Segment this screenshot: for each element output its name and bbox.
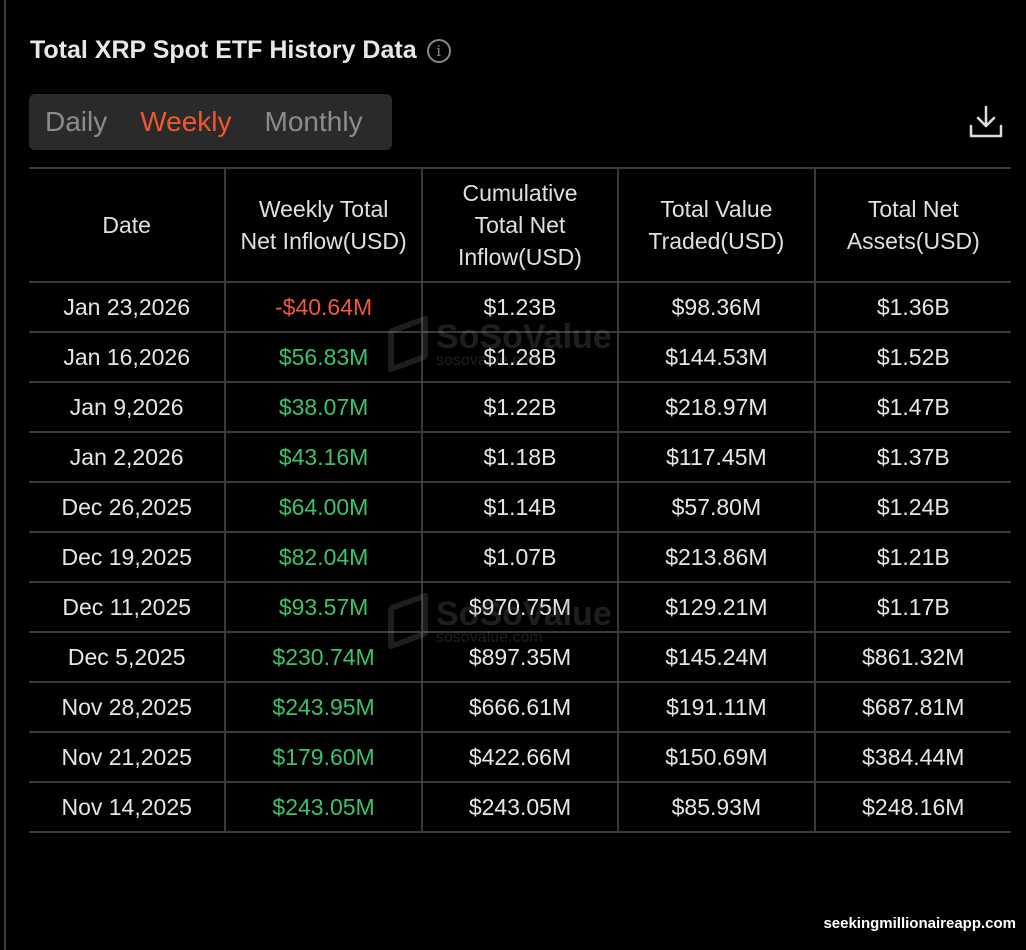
cell-value-traded: $150.69M xyxy=(617,731,816,783)
table-row: Jan 9,2026 $38.07M $1.22B $218.97M $1.47B xyxy=(29,381,1011,433)
cell-weekly-inflow: $56.83M xyxy=(224,331,423,383)
cell-date: Nov 14,2025 xyxy=(29,781,227,833)
cell-cumulative-inflow: $243.05M xyxy=(420,781,620,833)
left-divider xyxy=(4,0,6,950)
footer-credit: seekingmillionaireapp.com xyxy=(819,913,1020,934)
cell-date: Jan 16,2026 xyxy=(29,331,227,383)
cell-value-traded: $218.97M xyxy=(617,381,816,433)
cell-cumulative-inflow: $1.07B xyxy=(420,531,620,583)
cell-cumulative-inflow: $897.35M xyxy=(420,631,620,683)
cell-cumulative-inflow: $970.75M xyxy=(420,581,620,633)
cell-date: Jan 2,2026 xyxy=(29,431,227,483)
table-row: Jan 23,2026 -$40.64M $1.23B $98.36M $1.36B xyxy=(29,281,1011,333)
table-row: Dec 11,2025 $93.57M $970.75M $129.21M $1.17B xyxy=(29,581,1011,633)
table-header-row: Date Weekly Total Net Inflow(USD) Cumula… xyxy=(29,167,1011,283)
cell-weekly-inflow: $43.16M xyxy=(224,431,423,483)
cell-weekly-inflow: $93.57M xyxy=(224,581,423,633)
table-row: Nov 14,2025 $243.05M $243.05M $85.93M $248.1… xyxy=(29,781,1011,833)
cell-weekly-inflow: $179.60M xyxy=(224,731,423,783)
cell-date: Dec 19,2025 xyxy=(29,531,227,583)
cell-value-traded: $57.80M xyxy=(617,481,816,533)
cell-cumulative-inflow: $1.23B xyxy=(420,281,620,333)
header-cumulative-inflow: Cumulative Total Net Inflow(USD) xyxy=(420,167,620,283)
cell-weekly-inflow: $38.07M xyxy=(224,381,423,433)
cell-net-assets: $248.16M xyxy=(813,781,1011,833)
cell-value-traded: $117.45M xyxy=(617,431,816,483)
cell-net-assets: $1.47B xyxy=(813,381,1011,433)
cell-value-traded: $129.21M xyxy=(617,581,816,633)
header-net-assets: Total Net Assets(USD) xyxy=(813,167,1011,283)
header-weekly-inflow: Weekly Total Net Inflow(USD) xyxy=(224,167,423,283)
cell-weekly-inflow: -$40.64M xyxy=(224,281,423,333)
cell-weekly-inflow: $243.05M xyxy=(224,781,423,833)
cell-net-assets: $861.32M xyxy=(813,631,1011,683)
cell-net-assets: $687.81M xyxy=(813,681,1011,733)
cell-value-traded: $145.24M xyxy=(617,631,816,683)
cell-value-traded: $98.36M xyxy=(617,281,816,333)
tab-weekly[interactable]: Weekly xyxy=(140,106,232,137)
cell-net-assets: $384.44M xyxy=(813,731,1011,783)
tab-monthly[interactable]: Monthly xyxy=(264,106,363,137)
cell-date: Nov 28,2025 xyxy=(29,681,227,733)
page-title: Total XRP Spot ETF History Data i xyxy=(30,36,451,65)
table-row: Jan 16,2026 $56.83M $1.28B $144.53M $1.52B xyxy=(29,331,1011,383)
cell-weekly-inflow: $230.74M xyxy=(224,631,423,683)
cell-value-traded: $191.11M xyxy=(617,681,816,733)
cell-cumulative-inflow: $1.28B xyxy=(420,331,620,383)
table-row: Dec 19,2025 $82.04M $1.07B $213.86M $1.21B xyxy=(29,531,1011,583)
tab-daily[interactable]: Daily xyxy=(45,106,108,137)
cell-date: Dec 5,2025 xyxy=(29,631,227,683)
cell-cumulative-inflow: $422.66M xyxy=(420,731,620,783)
cell-weekly-inflow: $64.00M xyxy=(224,481,423,533)
title-text: Total XRP Spot ETF History Data xyxy=(30,36,417,64)
cell-net-assets: $1.37B xyxy=(813,431,1011,483)
cell-cumulative-inflow: $1.14B xyxy=(420,481,620,533)
cell-value-traded: $144.53M xyxy=(617,331,816,383)
cell-date: Jan 23,2026 xyxy=(29,281,227,333)
cell-net-assets: $1.24B xyxy=(813,481,1011,533)
table-row: Dec 5,2025 $230.74M $897.35M $145.24M $861.3… xyxy=(29,631,1011,683)
info-icon[interactable]: i xyxy=(426,38,451,63)
table-row: Nov 21,2025 $179.60M $422.66M $150.69M $384.… xyxy=(29,731,1011,783)
header-value-traded: Total Value Traded(USD) xyxy=(617,167,816,283)
download-icon[interactable] xyxy=(968,104,1004,140)
cell-weekly-inflow: $243.95M xyxy=(224,681,423,733)
cell-value-traded: $85.93M xyxy=(617,781,816,833)
table-row: Nov 28,2025 $243.95M $666.61M $191.11M $687.… xyxy=(29,681,1011,733)
cell-net-assets: $1.17B xyxy=(813,581,1011,633)
cell-date: Nov 21,2025 xyxy=(29,731,227,783)
period-tabs: Daily Weekly Monthly xyxy=(29,94,392,150)
cell-net-assets: $1.52B xyxy=(813,331,1011,383)
table-row: Dec 26,2025 $64.00M $1.14B $57.80M $1.24B xyxy=(29,481,1011,533)
cell-weekly-inflow: $82.04M xyxy=(224,531,423,583)
cell-cumulative-inflow: $666.61M xyxy=(420,681,620,733)
cell-cumulative-inflow: $1.18B xyxy=(420,431,620,483)
cell-date: Dec 11,2025 xyxy=(29,581,227,633)
table-row: Jan 2,2026 $43.16M $1.18B $117.45M $1.37B xyxy=(29,431,1011,483)
cell-date: Jan 9,2026 xyxy=(29,381,227,433)
etf-history-table: Date Weekly Total Net Inflow(USD) Cumula… xyxy=(29,167,1011,833)
cell-date: Dec 26,2025 xyxy=(29,481,227,533)
header-date: Date xyxy=(29,167,227,283)
cell-cumulative-inflow: $1.22B xyxy=(420,381,620,433)
cell-value-traded: $213.86M xyxy=(617,531,816,583)
cell-net-assets: $1.21B xyxy=(813,531,1011,583)
cell-net-assets: $1.36B xyxy=(813,281,1011,333)
